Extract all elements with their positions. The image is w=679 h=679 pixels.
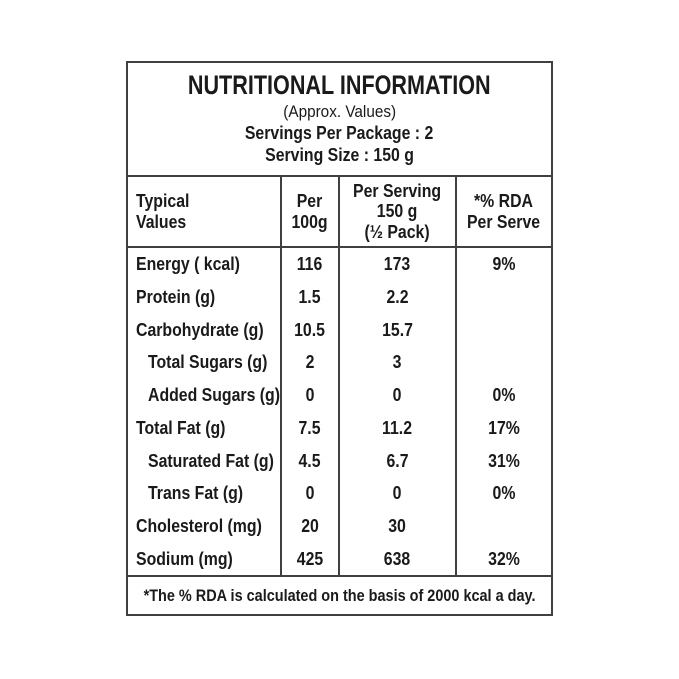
servings-per-package: Servings Per Package : 2 (245, 122, 434, 143)
row-label: Sodium (mg) (128, 542, 282, 575)
per-serving-value: 11.2 (340, 411, 457, 445)
per-serving-value: 3 (340, 346, 457, 379)
col-header-rda-per-serve: *% RDA Per Serve (457, 177, 551, 246)
col-header-line: Per (297, 190, 323, 211)
per-serving-value: 173 (340, 248, 457, 281)
per-100g-value: 2 (282, 346, 340, 379)
col-header-line: Per Serving (353, 180, 442, 201)
table-row: Protein (g) 1.5 2.2 (128, 280, 551, 314)
panel-title: NUTRITIONAL INFORMATION (188, 69, 491, 100)
per-serving-value: 2.2 (340, 280, 457, 314)
row-label: Saturated Fat (g) (128, 444, 282, 477)
per-serving-value: 638 (340, 542, 457, 575)
table-row: Total Sugars (g) 2 3 (128, 346, 551, 379)
panel-header: NUTRITIONAL INFORMATION (Approx. Values)… (128, 63, 551, 175)
table-row: Cholesterol (mg) 20 30 (128, 509, 551, 543)
row-label: Energy ( kcal) (128, 248, 282, 281)
per-100g-value: 0 (282, 378, 340, 412)
table-row: Sodium (mg) 425 638 32% (128, 542, 551, 575)
rda-footnote: *The % RDA is calculated on the basis of… (143, 585, 536, 605)
rda-value: 17% (488, 417, 520, 438)
per-serving-value: 0 (340, 378, 457, 412)
row-label: Protein (g) (128, 280, 282, 314)
nutrition-facts-panel: NUTRITIONAL INFORMATION (Approx. Values)… (126, 61, 553, 616)
per-100g-value: 0 (282, 476, 340, 510)
table-row: Energy ( kcal) 116 173 9% (128, 248, 551, 281)
row-label: Trans Fat (g) (128, 476, 282, 510)
col-header-line: 150 g (377, 201, 418, 222)
col-header-line: Per Serve (467, 211, 541, 232)
per-100g-value: 20 (282, 509, 340, 543)
per-100g-value: 7.5 (282, 411, 340, 445)
row-label: Total Fat (g) (128, 411, 282, 445)
per-100g-value: 1.5 (282, 280, 340, 314)
column-header-row: Typical Values Per 100g Per Serving 150 … (128, 175, 551, 248)
table-row: Added Sugars (g) 0 0 0% (128, 378, 551, 412)
per-100g-value: 10.5 (282, 313, 340, 347)
row-label: Added Sugars (g) (128, 378, 282, 412)
per-serving-value: 15.7 (340, 313, 457, 347)
per-serving-value: 0 (340, 476, 457, 510)
table-row: Carbohydrate (g) 10.5 15.7 (128, 313, 551, 347)
nutrition-table-body: Energy ( kcal) 116 173 9% Protein (g) 1.5 2.2 C… (128, 248, 551, 575)
per-serving-value: 6.7 (340, 444, 457, 477)
rda-value (457, 510, 551, 543)
per-100g-value: 116 (282, 248, 340, 281)
table-row: Total Fat (g) 7.5 11.2 17% (128, 411, 551, 445)
col-header-per-serving: Per Serving 150 g (½ Pack) (340, 177, 457, 246)
rda-value: 32% (488, 548, 520, 569)
row-label: Carbohydrate (g) (128, 313, 282, 347)
col-header-per-100g: Per 100g (282, 177, 340, 246)
rda-value (457, 281, 551, 314)
rda-value (457, 346, 551, 379)
rda-value (457, 313, 551, 346)
per-100g-value: 4.5 (282, 444, 340, 477)
table-row: Trans Fat (g) 0 0 0% (128, 476, 551, 510)
per-100g-value: 425 (282, 542, 340, 575)
col-header-line: 100g (291, 211, 329, 232)
panel-subtitle: (Approx. Values) (283, 101, 396, 121)
rda-value: 31% (488, 450, 520, 471)
rda-value: 0% (492, 483, 516, 504)
col-header-typical-values: Typical Values (128, 177, 282, 246)
col-header-line: (½ Pack) (364, 221, 431, 242)
serving-size: Serving Size : 150 g (265, 145, 414, 166)
rda-value: 0% (492, 385, 516, 406)
rda-footnote-row: *The % RDA is calculated on the basis of… (128, 575, 551, 614)
row-label: Total Sugars (g) (128, 346, 282, 379)
col-header-line: Typical (136, 190, 190, 211)
per-serving-value: 30 (340, 509, 457, 543)
col-header-line: Values (136, 211, 187, 232)
row-label: Cholesterol (mg) (128, 509, 282, 543)
col-header-line: *% RDA (474, 190, 534, 211)
table-row: Saturated Fat (g) 4.5 6.7 31% (128, 444, 551, 477)
rda-value: 9% (492, 254, 516, 275)
